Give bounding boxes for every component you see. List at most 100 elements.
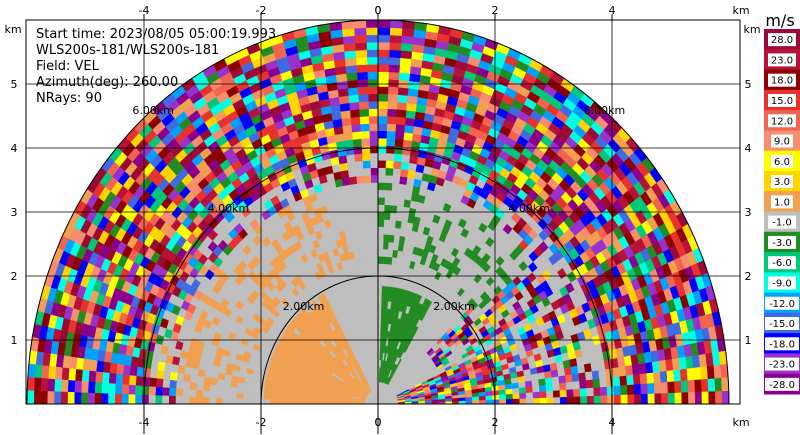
velocity-cell bbox=[384, 174, 393, 184]
colorbar-label: 1.0 bbox=[774, 197, 790, 208]
velocity-cell bbox=[348, 176, 358, 185]
velocity-cell bbox=[342, 184, 352, 194]
velocity-cell bbox=[386, 115, 397, 125]
velocity-cell bbox=[149, 368, 158, 379]
velocity-cell bbox=[87, 392, 95, 404]
velocity-cell bbox=[352, 205, 360, 215]
velocity-cell bbox=[370, 285, 375, 294]
velocity-cell bbox=[353, 153, 363, 162]
velocity-cell bbox=[478, 399, 487, 404]
velocity-cell bbox=[361, 234, 368, 243]
velocity-cell bbox=[296, 397, 305, 402]
velocity-cell bbox=[101, 393, 109, 404]
velocity-cell bbox=[377, 145, 387, 154]
velocity-cell bbox=[177, 365, 186, 375]
velocity-cell bbox=[377, 130, 387, 139]
velocity-cell bbox=[395, 212, 403, 222]
velocity-cell bbox=[369, 130, 379, 139]
range-ring-label: 4.00km bbox=[508, 202, 550, 215]
info-line: Start time: 2023/08/05 05:00:19.993 bbox=[36, 27, 276, 42]
y-tick-label-left: 5 bbox=[11, 78, 18, 91]
velocity-cell bbox=[539, 390, 547, 399]
velocity-cell bbox=[383, 204, 391, 213]
velocity-cell bbox=[370, 167, 379, 176]
velocity-cell bbox=[371, 196, 379, 205]
velocity-cell bbox=[101, 372, 110, 384]
velocity-cell bbox=[387, 79, 399, 88]
velocity-cell bbox=[377, 189, 386, 198]
colorbar-label-bg bbox=[768, 235, 796, 249]
velocity-cell bbox=[585, 379, 594, 389]
velocity-cell bbox=[310, 401, 318, 404]
velocity-cell bbox=[485, 399, 494, 404]
velocity-cell bbox=[512, 398, 521, 404]
velocity-cell bbox=[396, 198, 405, 207]
velocity-cell bbox=[626, 374, 635, 386]
velocity-cell bbox=[168, 395, 176, 404]
velocity-cell bbox=[357, 86, 369, 95]
velocity-cell bbox=[366, 56, 379, 65]
velocity-cell bbox=[578, 371, 587, 382]
x-tick-label-bottom: -2 bbox=[256, 416, 267, 429]
velocity-cell bbox=[359, 212, 367, 221]
velocity-cell bbox=[94, 371, 104, 384]
velocity-cell bbox=[383, 211, 391, 221]
velocity-cell bbox=[382, 241, 389, 250]
velocity-cell bbox=[395, 123, 406, 133]
velocity-cell bbox=[347, 168, 357, 178]
velocity-cell bbox=[383, 226, 390, 235]
colorbar-label-bg bbox=[768, 93, 796, 107]
x-tick-label-top: -4 bbox=[139, 4, 150, 17]
velocity-cell bbox=[620, 384, 628, 395]
velocity-cell bbox=[377, 196, 385, 205]
velocity-cell bbox=[80, 381, 89, 394]
colorbar-label: 18.0 bbox=[771, 76, 793, 87]
velocity-cell bbox=[360, 130, 370, 140]
velocity-cell bbox=[54, 366, 63, 381]
velocity-cell bbox=[350, 190, 359, 200]
velocity-cell bbox=[377, 49, 390, 58]
velocity-cell bbox=[384, 189, 392, 198]
velocity-cell bbox=[667, 381, 676, 394]
velocity-cell bbox=[382, 256, 388, 265]
velocity-cell bbox=[400, 35, 414, 45]
velocity-cell bbox=[377, 219, 385, 228]
velocity-cell bbox=[721, 390, 730, 404]
velocity-cell bbox=[249, 393, 258, 400]
velocity-cell bbox=[381, 293, 386, 302]
velocity-cell bbox=[256, 389, 265, 396]
velocity-cell bbox=[472, 399, 480, 404]
velocity-cell bbox=[87, 381, 96, 394]
velocity-cell bbox=[80, 392, 89, 404]
velocity-cell bbox=[148, 377, 157, 388]
velocity-cell bbox=[619, 375, 628, 386]
velocity-cell bbox=[377, 27, 391, 36]
velocity-cell bbox=[366, 226, 373, 235]
velocity-cell bbox=[653, 382, 662, 394]
colorbar-label: -9.0 bbox=[772, 278, 792, 289]
velocity-cell bbox=[512, 387, 520, 394]
velocity-cell bbox=[88, 370, 97, 383]
velocity-cell bbox=[546, 390, 554, 398]
velocity-cell bbox=[407, 162, 417, 172]
velocity-cell bbox=[216, 385, 224, 393]
velocity-cell bbox=[142, 376, 151, 387]
velocity-cell bbox=[620, 394, 629, 404]
velocity-cell bbox=[552, 382, 561, 391]
velocity-cell bbox=[388, 64, 400, 73]
velocity-cell bbox=[633, 383, 642, 395]
velocity-cell bbox=[380, 300, 385, 309]
velocity-cell bbox=[114, 383, 123, 395]
velocity-cell bbox=[645, 361, 654, 374]
velocity-cell bbox=[81, 369, 90, 383]
x-tick-label-top: 4 bbox=[609, 4, 616, 17]
velocity-cell bbox=[579, 387, 588, 397]
velocity-cell bbox=[598, 368, 607, 379]
velocity-cell bbox=[341, 28, 355, 38]
velocity-cell bbox=[369, 137, 379, 146]
velocity-cell bbox=[34, 364, 43, 379]
velocity-cell bbox=[175, 396, 183, 404]
colorbar-label-bg bbox=[765, 357, 799, 371]
velocity-cell bbox=[674, 392, 683, 404]
velocity-cell bbox=[355, 168, 364, 177]
